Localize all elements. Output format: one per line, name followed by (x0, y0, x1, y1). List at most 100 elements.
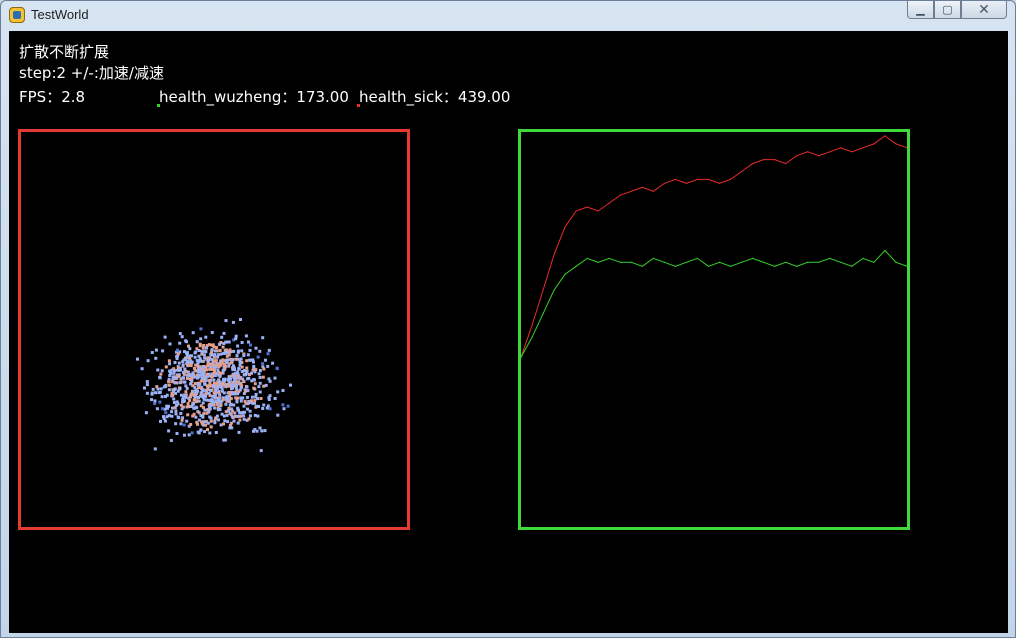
particle (225, 354, 229, 358)
particle (229, 413, 233, 416)
particle (219, 403, 223, 407)
particle (192, 412, 196, 416)
particle (250, 371, 253, 375)
data-point-health-wuzheng (862, 257, 864, 259)
title-bar[interactable]: TestWorld ▁ ▢ ✕ (1, 1, 1015, 31)
series-line-health-sick (521, 135, 907, 358)
close-button[interactable]: ✕ (961, 1, 1007, 19)
particle (162, 415, 165, 419)
particle (201, 395, 205, 399)
particle (244, 371, 248, 375)
particle (164, 365, 168, 369)
minimize-button[interactable]: ▁ (907, 1, 934, 19)
particle (247, 340, 250, 344)
particle (175, 350, 178, 354)
particle (156, 368, 160, 372)
particle (227, 409, 231, 413)
data-point-health-sick (630, 190, 632, 192)
data-point-health-wuzheng (884, 249, 886, 252)
data-point-health-wuzheng (840, 261, 842, 263)
particle (225, 395, 229, 399)
particle (208, 394, 212, 398)
particle (240, 349, 244, 353)
particle (240, 361, 244, 364)
particle (206, 374, 210, 378)
particle (249, 343, 252, 347)
particle (172, 371, 176, 375)
particle (205, 346, 208, 350)
particle (174, 412, 178, 416)
particle (213, 368, 216, 372)
particle (186, 370, 190, 374)
simulation-area (18, 129, 410, 530)
particle (229, 397, 233, 401)
particle (194, 415, 198, 419)
particle (254, 392, 258, 396)
particle (237, 367, 241, 371)
maximize-button[interactable]: ▢ (934, 1, 961, 19)
particle (177, 361, 181, 365)
particle (151, 387, 155, 391)
particle (273, 397, 277, 400)
particle (208, 407, 212, 411)
particle (136, 357, 139, 361)
particle (185, 353, 189, 357)
particle (219, 359, 223, 363)
particle (229, 423, 232, 427)
particle (197, 411, 201, 415)
data-point-health-wuzheng (608, 257, 610, 259)
particle (216, 384, 220, 388)
particle (190, 392, 194, 396)
data-point-health-sick (707, 178, 710, 180)
particle (209, 416, 213, 420)
particle (186, 402, 190, 406)
health-wuzheng-readout: health_wuzheng：173.00 (159, 88, 349, 106)
data-point-health-wuzheng (575, 265, 577, 267)
data-point-health-wuzheng (741, 261, 743, 263)
particle (197, 373, 201, 377)
particle (184, 358, 188, 362)
particle (217, 370, 220, 374)
particle (209, 388, 212, 392)
particle (232, 338, 236, 342)
particle (275, 366, 279, 370)
particle (239, 399, 243, 403)
particle (243, 369, 246, 372)
particle (246, 353, 250, 357)
particle (205, 398, 209, 402)
particle (230, 374, 234, 378)
particle (189, 395, 193, 399)
particle (170, 380, 174, 384)
particle (225, 413, 229, 417)
particle (213, 406, 217, 410)
particle (196, 362, 200, 366)
particle (266, 364, 270, 368)
particle (226, 420, 230, 424)
particle (210, 400, 214, 404)
particle (215, 362, 219, 365)
particle (184, 390, 188, 394)
particle (233, 411, 237, 415)
particle (212, 345, 216, 349)
simulation-canvas[interactable]: 扩散不断扩展 step:2 +/-:加速/减速 FPS：2.8 health_w… (9, 31, 1008, 633)
particle (193, 382, 197, 385)
particle (198, 357, 202, 361)
particle (160, 369, 164, 373)
particle (190, 431, 194, 435)
particle (220, 384, 223, 388)
particle (218, 401, 222, 405)
particle (184, 384, 188, 388)
data-point-health-sick (774, 159, 776, 161)
particle (204, 350, 208, 354)
particle (164, 395, 167, 399)
particle (215, 346, 219, 350)
particle (167, 429, 171, 433)
particle (229, 390, 233, 394)
particle (207, 405, 211, 409)
particle (276, 390, 280, 394)
particle (258, 369, 262, 372)
particle (163, 335, 167, 339)
particle (242, 354, 246, 357)
particle (229, 402, 233, 406)
